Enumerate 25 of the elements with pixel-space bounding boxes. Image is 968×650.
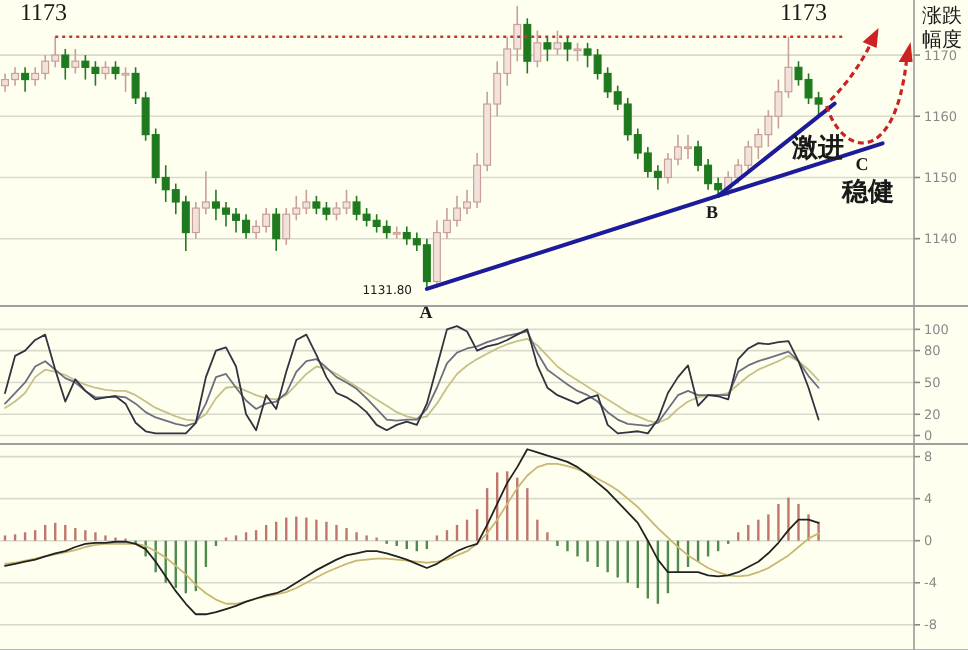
annotation: 稳健 bbox=[840, 176, 894, 206]
candlestick bbox=[71, 48, 80, 75]
annotation: 1173 bbox=[20, 0, 68, 26]
candlestick bbox=[392, 225, 401, 240]
candlestick bbox=[563, 35, 572, 62]
candlestick bbox=[543, 35, 552, 62]
annotation: B bbox=[705, 202, 719, 222]
candlestick bbox=[121, 66, 130, 93]
text: 幅度 bbox=[922, 28, 962, 52]
text: 涨跌 bbox=[922, 4, 962, 28]
candlestick bbox=[21, 66, 30, 93]
candlestick bbox=[523, 17, 532, 75]
line-series bbox=[4, 448, 820, 616]
candlestick bbox=[61, 48, 70, 81]
candlestick bbox=[553, 29, 562, 56]
candlestick bbox=[272, 207, 281, 252]
candlestick bbox=[533, 29, 542, 69]
line-series bbox=[4, 463, 820, 605]
annotation: 激进 bbox=[790, 132, 844, 162]
annotation: C bbox=[855, 154, 869, 174]
annotation: 1173 bbox=[780, 0, 828, 26]
annotation: A bbox=[419, 302, 434, 322]
candlestick bbox=[111, 60, 120, 81]
candlestick bbox=[573, 42, 582, 62]
candlestick bbox=[101, 60, 110, 81]
